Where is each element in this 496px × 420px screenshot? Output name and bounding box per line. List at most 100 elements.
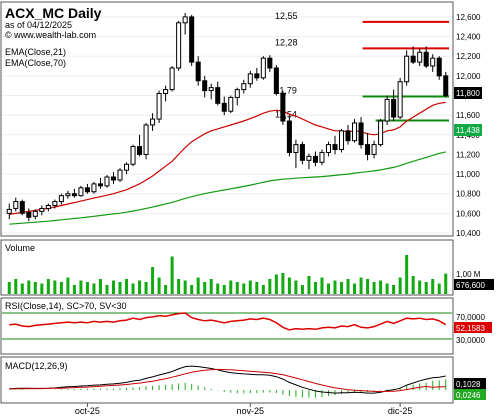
rsi-badge-bg xyxy=(454,322,492,333)
volume-bar xyxy=(27,280,31,294)
candle-down xyxy=(19,201,25,214)
volume-bar xyxy=(177,279,181,294)
price-panel-frame xyxy=(0,1,454,237)
candle-up xyxy=(117,169,123,181)
volume-bar xyxy=(411,276,415,294)
ema70-legend: EMA(Close,70) xyxy=(5,58,66,68)
price-tick-label: 10,600 xyxy=(456,209,481,218)
macd-badge: 0,1028 xyxy=(456,380,481,389)
candle-up xyxy=(397,81,403,118)
price-tick-label: 10,800 xyxy=(456,190,481,199)
candle-down xyxy=(254,73,260,79)
date-axis: oct-25 nov-25 dic-25 xyxy=(75,403,412,416)
volume-bar xyxy=(248,280,252,294)
volume-badge-bg xyxy=(454,279,494,290)
rsi-polyline xyxy=(9,312,447,331)
volume-bar xyxy=(437,283,441,294)
candle-down xyxy=(137,146,143,155)
volume-bar xyxy=(98,279,102,294)
volume-bar xyxy=(157,277,161,294)
support-level-label: 11,79 xyxy=(275,85,297,95)
candle-up xyxy=(52,201,58,206)
macd-signal-polyline xyxy=(9,368,446,393)
candle-down xyxy=(365,144,371,155)
price-tick-label: 12,600 xyxy=(456,13,481,22)
volume-bar xyxy=(7,282,11,294)
volume-bar xyxy=(105,285,109,294)
price-tick-label: 12,400 xyxy=(456,33,481,42)
volume-bar xyxy=(59,282,63,294)
date-tick-label: dic-25 xyxy=(388,406,413,416)
volume-bar xyxy=(118,282,122,294)
volume-bar xyxy=(79,280,83,294)
volume-bar xyxy=(398,277,402,294)
volume-bar xyxy=(242,283,246,294)
candle-up xyxy=(338,130,345,151)
support-level-label: 11,54 xyxy=(275,110,297,120)
candle-up xyxy=(163,89,169,95)
ema21-polyline xyxy=(9,101,446,215)
price-tick-label: 11,200 xyxy=(456,150,480,159)
volume-bar xyxy=(424,282,428,294)
macd-panel-frame xyxy=(0,356,454,404)
candle-down xyxy=(443,75,449,96)
candle-up xyxy=(78,187,84,197)
candle-up xyxy=(45,204,51,209)
volume-bar xyxy=(287,277,291,294)
candle-down xyxy=(26,211,32,218)
volume-bar xyxy=(326,283,330,294)
volume-bar xyxy=(190,285,194,294)
volume-badge: 676,600 xyxy=(456,281,485,290)
volume-bar xyxy=(379,280,383,294)
candle-down xyxy=(273,67,279,95)
volume-bar xyxy=(235,282,239,294)
volume-bar xyxy=(340,282,344,294)
candle-down xyxy=(436,57,442,77)
volume-bar xyxy=(418,280,422,294)
price-tick-label: 11,600 xyxy=(456,111,480,120)
volume-bar xyxy=(33,282,37,294)
volume-bar xyxy=(431,279,435,294)
volume-bar xyxy=(40,283,44,294)
candle-up xyxy=(65,193,71,197)
candle-down xyxy=(71,193,77,197)
volume-bar xyxy=(170,256,174,294)
candle-up xyxy=(32,210,38,217)
ema70-polyline xyxy=(9,151,446,225)
site-credit: © www.wealth-lab.com xyxy=(5,30,96,40)
volume-bar xyxy=(268,279,272,294)
candle-up xyxy=(208,87,214,92)
volume-bar xyxy=(313,282,317,294)
rsi-tick-30: 30,0000 xyxy=(456,336,485,345)
volume-bar xyxy=(300,285,304,294)
candle-down xyxy=(110,176,117,181)
candle-down xyxy=(423,51,429,67)
candle-down xyxy=(286,120,292,153)
candle-up xyxy=(156,93,162,120)
volume-bar xyxy=(203,282,207,294)
candle-up xyxy=(13,201,19,209)
ema70-badge: 11,438 xyxy=(456,126,480,135)
price-grid xyxy=(2,16,452,234)
rsi-line xyxy=(2,312,452,340)
volume-bar xyxy=(229,280,233,294)
volume-bar xyxy=(209,279,213,294)
volume-bar xyxy=(72,285,76,294)
candle-up xyxy=(104,176,110,187)
resistance-level-label: 12,55 xyxy=(275,11,298,21)
volume-panel-label: Volume xyxy=(5,243,35,253)
volume-bar xyxy=(131,283,135,294)
volume-bar xyxy=(333,280,337,294)
candle-down xyxy=(267,57,273,69)
volume-bar xyxy=(216,283,220,294)
candle-up xyxy=(247,73,253,85)
candle-up xyxy=(384,98,390,122)
price-tick-label: 11,000 xyxy=(456,170,480,179)
candle-down xyxy=(195,61,201,82)
candle-down xyxy=(97,183,103,187)
volume-bar xyxy=(164,285,168,294)
candle-up xyxy=(143,124,149,155)
candle-up xyxy=(352,122,358,142)
candle-up xyxy=(169,67,175,91)
